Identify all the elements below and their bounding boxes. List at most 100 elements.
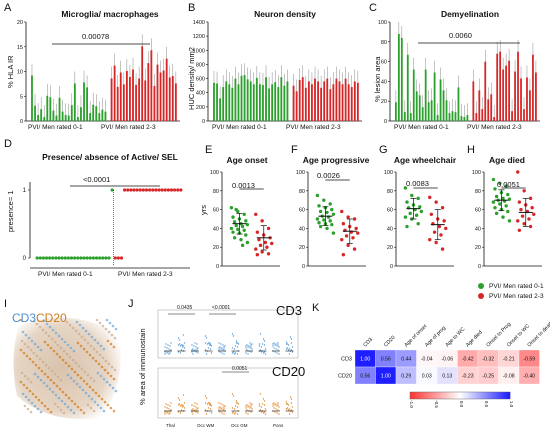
data-point: [164, 346, 166, 348]
bar: [496, 53, 499, 121]
data-point: [331, 231, 336, 235]
data-point: [428, 237, 432, 242]
data-point: [183, 342, 186, 344]
data-point: [418, 205, 422, 209]
bar: [58, 97, 61, 121]
bar: [472, 81, 475, 121]
bar: [246, 79, 249, 121]
bar: [64, 115, 67, 121]
micrograph-cell: [96, 371, 100, 375]
bar: [98, 113, 101, 121]
data-point: [167, 351, 169, 353]
data-point: [191, 351, 193, 353]
data-point: [222, 409, 224, 411]
data-point: [206, 343, 209, 345]
micrograph-cell: [27, 398, 31, 402]
data-point: [209, 348, 212, 350]
data-point: [245, 407, 247, 409]
data-point: [318, 224, 323, 229]
colorbar-segment: [498, 392, 501, 399]
data-point: [54, 256, 58, 260]
data-point: [444, 226, 448, 231]
data-point: [275, 343, 277, 345]
data-point: [178, 399, 181, 401]
bar: [487, 99, 490, 121]
data-point: [260, 351, 263, 353]
micrograph-cell: [85, 350, 89, 354]
data-point: [245, 222, 250, 227]
data-point: [434, 200, 438, 204]
data-point: [259, 409, 262, 411]
bar: [490, 94, 493, 121]
data-point: [232, 411, 235, 413]
micrograph-cell: [40, 401, 44, 405]
ytick-label: 200: [196, 105, 205, 111]
bar: [80, 107, 82, 121]
micrograph-cell: [66, 373, 70, 377]
data-point: [346, 243, 350, 248]
data-point: [169, 352, 171, 354]
micrograph-cell: [70, 367, 74, 371]
bar: [353, 81, 356, 121]
micrograph-cell: [53, 372, 57, 376]
heatmap-value: -0.08: [503, 374, 515, 380]
bar: [335, 78, 338, 121]
data-point: [439, 233, 443, 237]
micrograph-cell: [40, 369, 44, 373]
panel-letter-d: D: [4, 138, 12, 150]
micrograph-cell: [20, 339, 24, 343]
micrograph-cell: [103, 400, 107, 404]
panel-c-pvalue: 0.0060: [449, 31, 472, 40]
micrograph-cell: [77, 332, 81, 336]
data-point: [191, 404, 193, 406]
heatmap-col-label: Age died: [465, 330, 484, 349]
panel-d-pvalue: <0.0001: [83, 175, 111, 184]
bar: [252, 84, 255, 121]
data-point: [235, 402, 238, 404]
data-point: [232, 395, 235, 397]
colorbar-segment: [486, 392, 489, 399]
bar: [119, 72, 122, 121]
data-point: [262, 352, 265, 354]
data-point: [276, 412, 278, 414]
data-point: [408, 211, 412, 216]
data-point: [291, 406, 294, 408]
bar: [168, 77, 171, 121]
data-point: [233, 408, 236, 410]
data-point: [219, 411, 221, 413]
data-point: [285, 343, 288, 345]
micrograph-cell: [74, 329, 78, 333]
data-point: [318, 209, 323, 214]
data-point: [218, 409, 220, 411]
data-point: [317, 221, 321, 225]
panel-d-xcat-low: PVI/ Men rated 0-1: [38, 271, 93, 278]
data-point: [179, 405, 182, 407]
bar: [55, 115, 58, 121]
data-point: [290, 402, 293, 404]
data-point: [177, 344, 180, 346]
bar: [424, 69, 427, 121]
data-point: [403, 186, 408, 190]
panel-d-ylabel: presence= 1: [6, 190, 15, 233]
micrograph-cell: [104, 359, 108, 363]
ytick-label: 40: [299, 226, 305, 232]
micrograph-cell: [84, 329, 88, 333]
data-point: [341, 253, 346, 257]
colorbar-segment: [414, 392, 417, 399]
heatmap-value: -0.32: [482, 357, 494, 363]
micrograph-cell: [72, 411, 76, 415]
data-point: [176, 188, 180, 192]
data-point: [167, 404, 169, 406]
heatmap-value: 1.00: [360, 357, 370, 363]
micrograph-cell: [61, 358, 65, 362]
colorbar-segment: [488, 392, 491, 399]
bar: [415, 91, 418, 121]
data-point: [220, 348, 222, 350]
ytick-label: 100: [296, 170, 305, 176]
bar: [116, 86, 119, 121]
colorbar-segment: [422, 392, 425, 399]
colorbar-segment: [440, 392, 443, 399]
data-point: [177, 351, 180, 353]
micrograph-cell: [112, 345, 116, 349]
micrograph-image: [9, 306, 127, 422]
